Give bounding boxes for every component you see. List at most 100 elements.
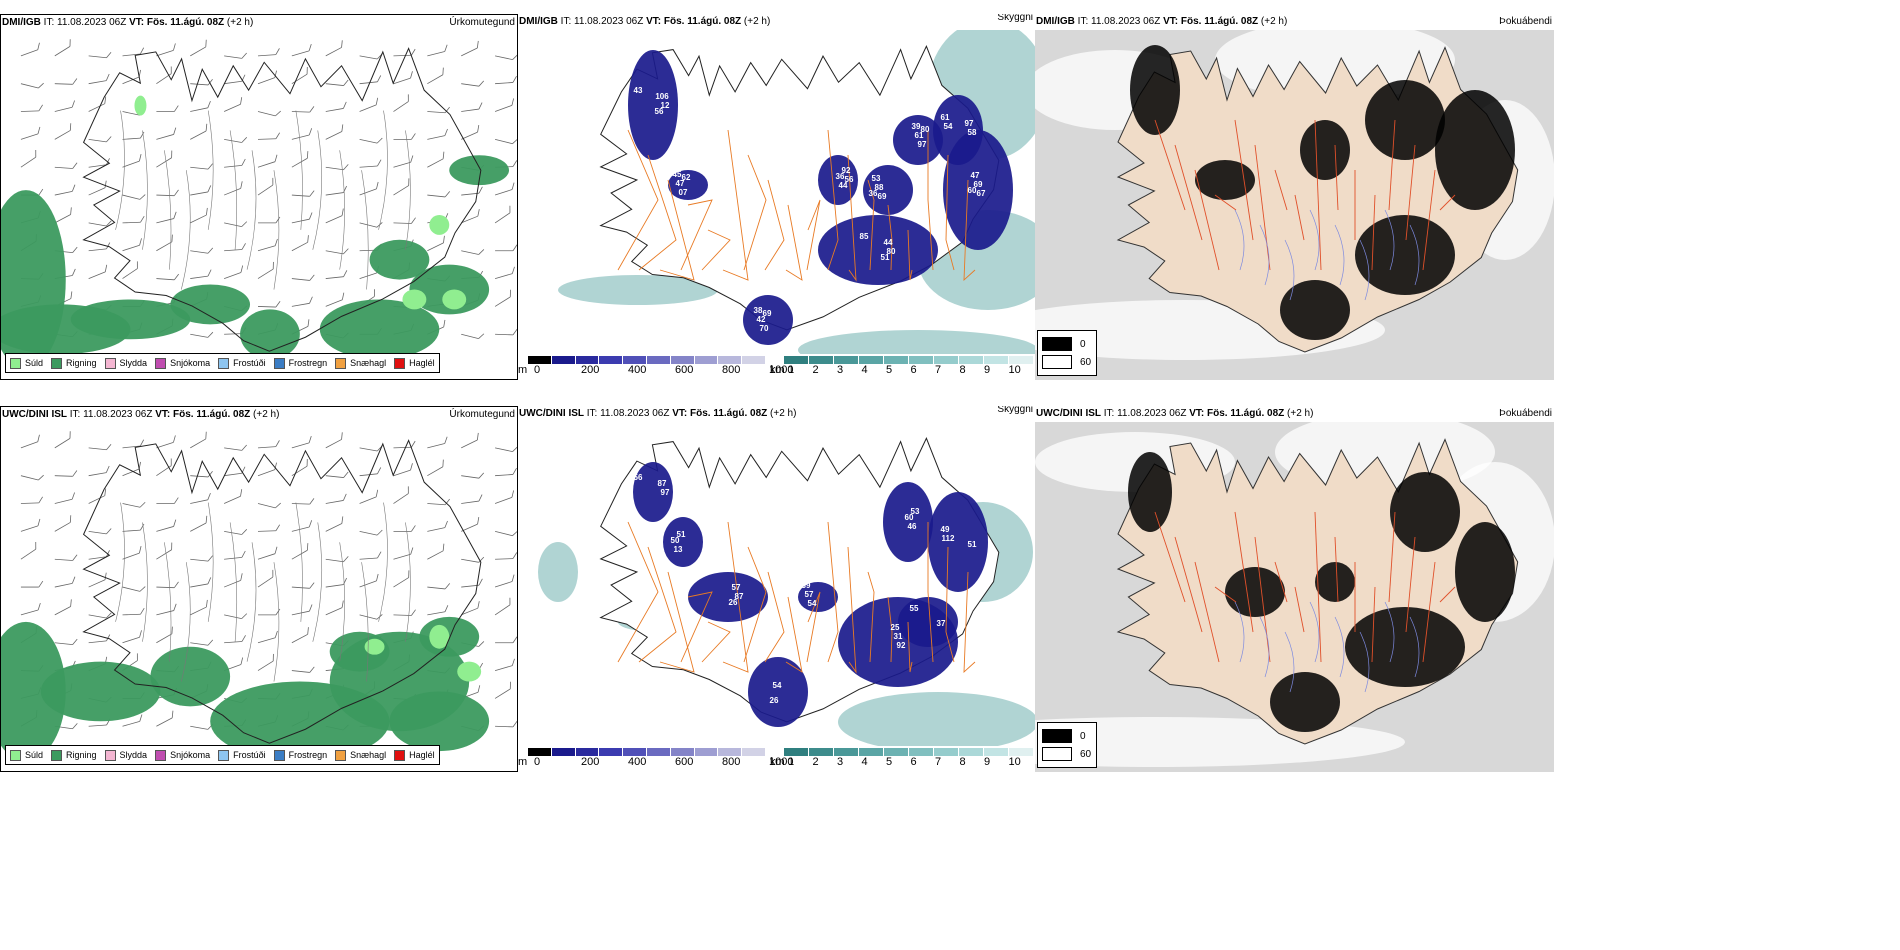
visibility-map[interactable]: 43 62 56 69 80 54 67 85 69 12 07 92 88 97 61 69 80 70 106 4… — [518, 30, 1035, 356]
data-shaded-area — [818, 215, 938, 285]
wind-barb — [156, 105, 179, 112]
wind-barb — [257, 70, 277, 85]
wind-barb — [257, 132, 281, 140]
visibility-value-label: 85 — [860, 232, 869, 241]
data-shaded-area — [150, 646, 231, 707]
fog-map[interactable] — [1035, 422, 1554, 772]
valid-time: VT: Fös. 11.ágú. 08Z — [155, 409, 251, 420]
legend-swatch — [1042, 355, 1072, 369]
tick-label: 400 — [628, 756, 647, 768]
precip-map[interactable] — [1, 423, 517, 771]
wind-barb — [325, 556, 349, 563]
road-line — [701, 229, 731, 271]
colorbar-cell — [909, 748, 934, 756]
colorbar-cell — [551, 748, 576, 756]
visibility-value-label: 26 — [770, 696, 779, 705]
wind-barb — [156, 234, 173, 252]
wind-barb — [54, 162, 78, 169]
wind-barb — [325, 432, 343, 449]
wind-barb — [359, 445, 383, 452]
visibility-value-label: 53 — [872, 174, 881, 183]
panel-header: DMI/IGB IT: 11.08.2023 06Z VT: Fös. 11.á… — [1, 15, 517, 31]
tick-label: 2 — [812, 756, 819, 768]
colorbar-cell — [528, 748, 552, 756]
data-shaded-area — [429, 214, 450, 235]
fog-map[interactable] — [1035, 30, 1554, 380]
wind-barb — [359, 159, 382, 168]
data-shaded-area — [818, 155, 858, 205]
wind-barb — [427, 498, 450, 506]
wind-barb — [257, 462, 277, 477]
lead-time: (+2 h) — [1260, 16, 1288, 27]
road-line — [273, 170, 280, 290]
road-line — [1194, 169, 1220, 271]
wind-barb — [257, 502, 281, 509]
colorbar-cell — [599, 748, 624, 756]
wind-barb — [20, 580, 44, 588]
legend-label: Haglél — [409, 750, 435, 760]
legend-item: Snæhagl — [335, 357, 386, 369]
wind-barb — [494, 98, 515, 112]
wind-barb — [427, 605, 449, 616]
visibility-value-label: 47 — [676, 179, 685, 188]
visibility-value-label: 54 — [773, 681, 782, 690]
visibility-value-label: 39 — [912, 122, 921, 131]
wind-barb — [156, 127, 177, 140]
wind-barb — [461, 124, 480, 140]
data-shaded-area — [883, 482, 933, 562]
tick-label: 9 — [984, 756, 991, 768]
tick-label: 2 — [812, 364, 819, 376]
tick-label: 4 — [861, 364, 868, 376]
wind-barb — [257, 154, 278, 168]
wind-barb — [122, 607, 145, 616]
wind-barb — [291, 128, 313, 140]
colorbar-cell — [718, 748, 743, 756]
precip-map[interactable] — [1, 31, 517, 379]
panel-header: UWC/DINI ISL IT: 11.08.2023 06Z VT: Fös.… — [518, 406, 1035, 422]
legend-label: 60 — [1080, 748, 1092, 760]
legend-swatch — [394, 357, 406, 369]
road-line — [927, 130, 934, 271]
scale-bars: m 0 200 400 600 800 1000 km 1 2 3 4 5 6 7 8 9 10 — [518, 746, 1035, 772]
wind-barb — [257, 440, 280, 449]
river-line — [1284, 239, 1295, 301]
road-line — [722, 129, 749, 281]
wind-barb — [359, 614, 383, 620]
data-shaded-area — [1315, 562, 1355, 602]
wind-barb — [393, 440, 416, 449]
wind-barb — [494, 530, 517, 537]
legend-item: Snjókoma — [155, 357, 210, 369]
wind-barb — [224, 243, 246, 252]
visibility-map[interactable]: 56 51 87 54 53 112 92 55 54 97 13 57 57 46 49 31 37 26 87 5… — [518, 422, 1035, 748]
road-line — [1314, 511, 1322, 663]
wind-barb — [325, 270, 348, 279]
road-line — [1371, 194, 1376, 271]
road-line — [806, 199, 821, 271]
wind-barb — [156, 519, 177, 532]
panel-fog-dmi: DMI/IGB IT: 11.08.2023 06Z VT: Fös. 11.á… — [1035, 14, 1554, 380]
road-line — [659, 179, 695, 281]
road-line — [142, 522, 148, 642]
data-shaded-area — [240, 309, 300, 360]
wind-barb — [190, 471, 213, 478]
road-line — [1214, 194, 1237, 211]
wind-barb — [190, 331, 214, 338]
tick-label: 1000 — [769, 756, 794, 768]
data-shaded-area — [449, 155, 510, 186]
wind-barb — [393, 178, 410, 196]
init-time: IT: 11.08.2023 06Z — [1077, 16, 1161, 27]
road-line — [1174, 144, 1203, 241]
data-shaded-area — [170, 284, 251, 325]
road-line — [1234, 511, 1254, 633]
legend-swatch — [10, 357, 21, 369]
tick-label: 6 — [910, 756, 917, 768]
visibility-value-label: 80 — [921, 125, 930, 134]
road-line — [115, 110, 125, 230]
road-line — [827, 521, 839, 663]
road-line — [378, 502, 388, 622]
legend-label: Snjókoma — [170, 750, 211, 760]
visibility-value-label: 54 — [944, 122, 953, 131]
river-line — [1334, 616, 1345, 678]
wind-barb — [257, 48, 280, 57]
wind-barb — [88, 264, 108, 279]
